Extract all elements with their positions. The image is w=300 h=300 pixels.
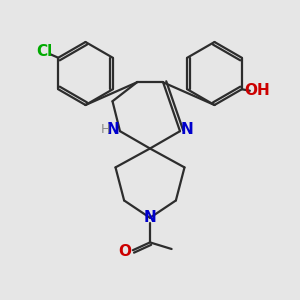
Text: N: N: [180, 122, 193, 137]
Text: N: N: [107, 122, 120, 137]
Text: O: O: [118, 244, 132, 259]
Text: Cl: Cl: [37, 44, 53, 59]
Text: OH: OH: [244, 83, 270, 98]
Text: H: H: [101, 123, 110, 136]
Text: N: N: [144, 210, 156, 225]
